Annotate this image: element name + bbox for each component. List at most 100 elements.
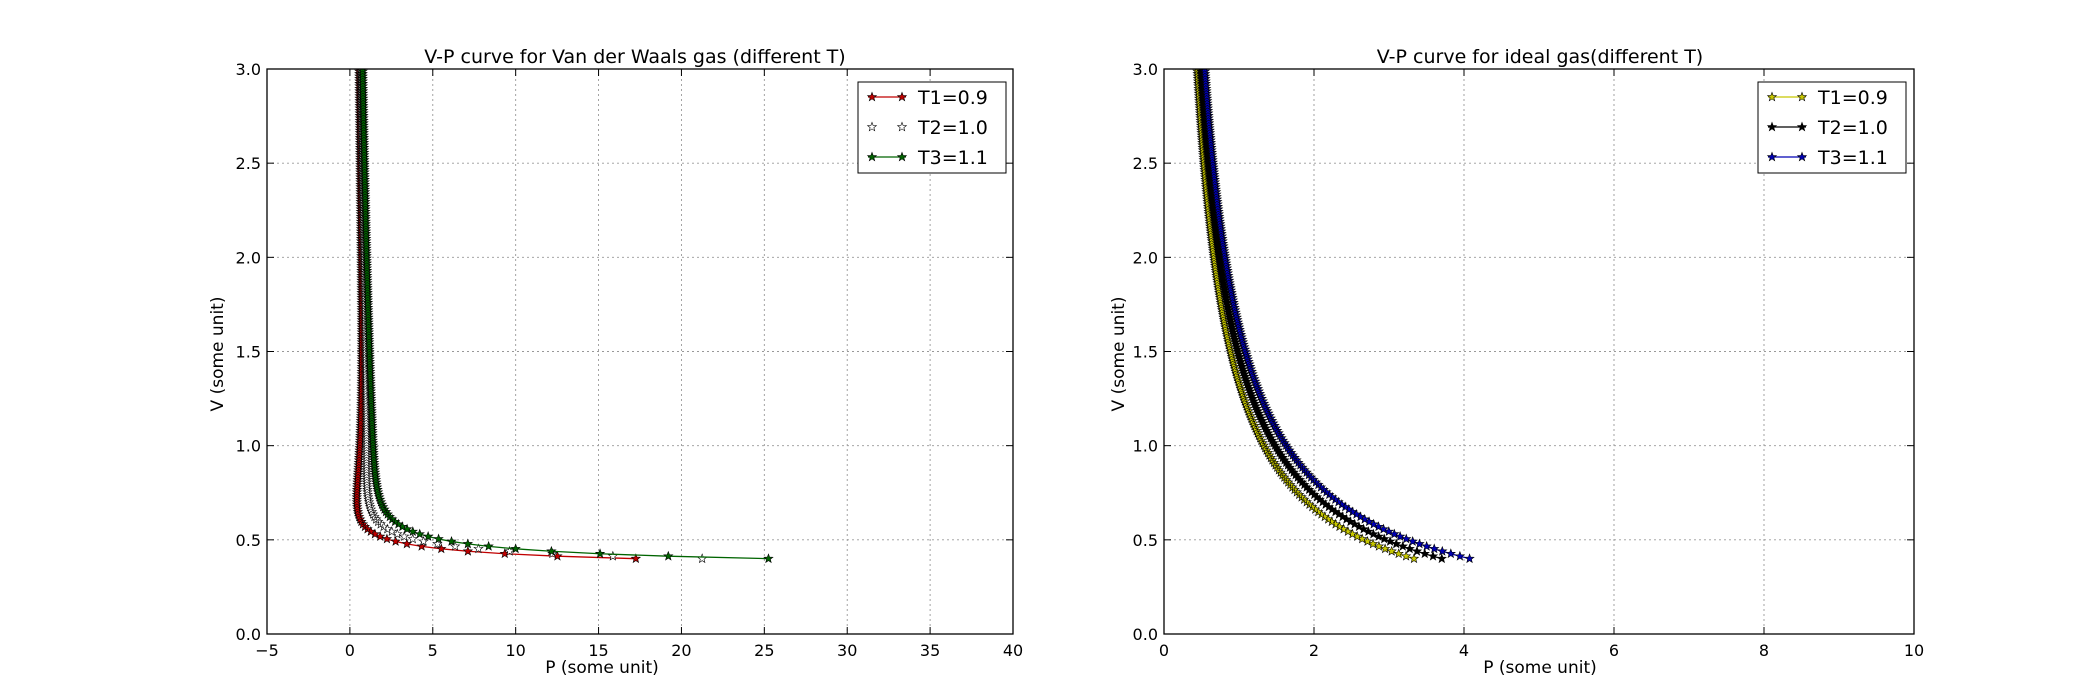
ideal-series-2-point <box>1411 545 1423 556</box>
ideal-series-2-point <box>1384 535 1396 546</box>
vdw-series-3-point <box>483 540 494 551</box>
ideal-series-1-point <box>1373 540 1385 551</box>
vdw-y-tick-label: 2.0 <box>236 248 261 267</box>
vdw-series-3-point <box>407 526 418 537</box>
ideal-legend-item: T2=1.0 <box>1766 117 1888 139</box>
vdw-legend-item: T1=0.9 <box>866 87 988 109</box>
vdw-ticks: −5 0 5 10 15 20 25 30 35 40 0.0 0.5 1.0 1.5 2.0 2.5 3.0 <box>236 60 1024 660</box>
ideal-series-3-point <box>1429 543 1440 554</box>
vdw-x-tick-label: 0 <box>345 641 355 660</box>
vdw-series-3-point <box>414 528 425 539</box>
ideal-series-3-point <box>1394 531 1406 541</box>
vdw-chart-panel: V-P curve for Van der Waals gas (differe… <box>208 46 1023 678</box>
vdw-legend-item: T2=1.0 <box>866 117 988 139</box>
vdw-chart-title: V-P curve for Van der Waals gas (differe… <box>424 46 845 68</box>
ideal-series-2-point <box>1391 538 1402 549</box>
vdw-series-3-point <box>446 535 457 546</box>
ideal-y-tick-label: 2.0 <box>1133 248 1158 267</box>
vdw-series-1-point <box>462 545 474 556</box>
vdw-x-tick-label: 15 <box>588 641 608 660</box>
vdw-series-1-point <box>390 535 401 546</box>
ideal-y-tick-label: 1.0 <box>1133 437 1158 456</box>
ideal-series-3-point <box>1201 69 1208 74</box>
ideal-plot-frame <box>1163 68 1915 635</box>
ideal-x-tick-label: 6 <box>1609 641 1619 660</box>
vdw-series-2-point <box>504 545 515 556</box>
ideal-x-axis-label: P (some unit) <box>1483 658 1597 678</box>
vdw-series-3-point <box>510 543 521 554</box>
ideal-legend-marker <box>1796 151 1808 162</box>
ideal-series-3-point <box>1421 540 1432 551</box>
vdw-series-1-point <box>436 543 447 554</box>
vdw-y-tick-label: 0.5 <box>236 531 261 550</box>
vdw-legend-marker <box>896 151 908 162</box>
ideal-legend-marker <box>1766 121 1778 132</box>
vdw-x-tick-label: 10 <box>505 641 525 660</box>
ideal-series-3-point <box>1454 550 1466 561</box>
ideal-y-tick-label: 1.5 <box>1133 343 1158 362</box>
ideal-x-tick-label: 8 <box>1759 641 1769 660</box>
ideal-series <box>1192 69 1475 564</box>
vdw-legend-label: T3=1.1 <box>917 147 988 169</box>
ideal-legend-label: T3=1.1 <box>1817 147 1888 169</box>
ideal-series-3-point <box>1414 538 1425 549</box>
vdw-series-1-point <box>381 533 393 544</box>
ideal-chart-panel: V-P curve for ideal gas(different T) P (… <box>1109 46 1924 678</box>
ideal-x-tick-label: 2 <box>1309 641 1319 660</box>
ideal-legend-marker <box>1796 91 1808 102</box>
vdw-x-tick-label: 35 <box>920 641 940 660</box>
vdw-series-3-point <box>663 550 674 561</box>
ideal-series-1-point <box>1393 548 1404 559</box>
vdw-series-1-point <box>416 540 427 551</box>
vdw-series-2-point <box>449 540 461 551</box>
ideal-series-2-point <box>1436 553 1447 564</box>
ideal-legend-item: T3=1.1 <box>1766 147 1888 169</box>
ideal-series-2-point <box>1379 533 1390 544</box>
vdw-legend-marker <box>896 121 908 132</box>
vdw-series-3-point <box>433 533 444 544</box>
ideal-legend: T1=0.9 T2=1.0 T3=1.1 <box>1757 81 1907 174</box>
vdw-legend: T1=0.9 T2=1.0 T3=1.1 <box>857 81 1007 174</box>
vdw-y-tick-label: 0.0 <box>236 625 261 644</box>
ideal-y-tick-label: 0.5 <box>1133 531 1158 550</box>
vdw-x-axis-label: P (some unit) <box>545 658 659 678</box>
ideal-series-1-point <box>1386 545 1397 556</box>
vdw-x-tick-label: 30 <box>837 641 857 660</box>
ideal-legend-label: T2=1.0 <box>1817 117 1888 139</box>
vdw-plot-frame <box>266 68 1014 635</box>
ideal-x-tick-label: 10 <box>1904 641 1924 660</box>
vdw-series-3-point <box>546 545 557 556</box>
ideal-series-3-point <box>1437 545 1448 556</box>
ideal-chart-title: V-P curve for ideal gas(different T) <box>1377 46 1703 68</box>
vdw-legend-marker <box>866 121 878 132</box>
ideal-legend-label: T1=0.9 <box>1817 87 1888 109</box>
vdw-y-tick-label: 1.5 <box>236 343 261 362</box>
ideal-series-3-point <box>1464 553 1475 564</box>
vdw-y-axis-label: V (some unit) <box>208 297 228 412</box>
vdw-y-tick-label: 1.0 <box>236 437 261 456</box>
vdw-legend-marker <box>866 151 878 162</box>
ideal-ticks: 0 2 4 6 8 10 0.0 0.5 1.0 1.5 2.0 2.5 3.0 <box>1133 60 1925 660</box>
ideal-series-1-point <box>1408 553 1420 564</box>
vdw-series-3-point <box>422 531 434 541</box>
ideal-y-tick-label: 0.0 <box>1133 625 1158 644</box>
ideal-series-3 <box>1199 69 1475 564</box>
ideal-series-1-point <box>1400 550 1412 561</box>
ideal-y-axis-label: V (some unit) <box>1109 297 1129 412</box>
vdw-series <box>351 69 774 564</box>
ideal-series-2-point <box>1404 543 1415 554</box>
vdw-series-1-point <box>630 553 642 564</box>
ideal-y-tick-label: 2.5 <box>1133 154 1158 173</box>
vdw-series-3-point <box>763 553 774 564</box>
vdw-series-3-point <box>462 538 473 549</box>
ideal-x-tick-label: 0 <box>1159 641 1169 660</box>
vdw-series-2-point <box>418 535 429 546</box>
ideal-series-2-point <box>1419 548 1430 559</box>
ideal-series-1-point <box>1367 538 1379 549</box>
vdw-x-tick-label: 20 <box>671 641 691 660</box>
vdw-y-tick-label: 3.0 <box>236 60 261 79</box>
vdw-legend-label: T1=0.9 <box>917 87 988 109</box>
vdw-legend-item: T3=1.1 <box>866 147 988 169</box>
vdw-legend-label: T2=1.0 <box>917 117 988 139</box>
